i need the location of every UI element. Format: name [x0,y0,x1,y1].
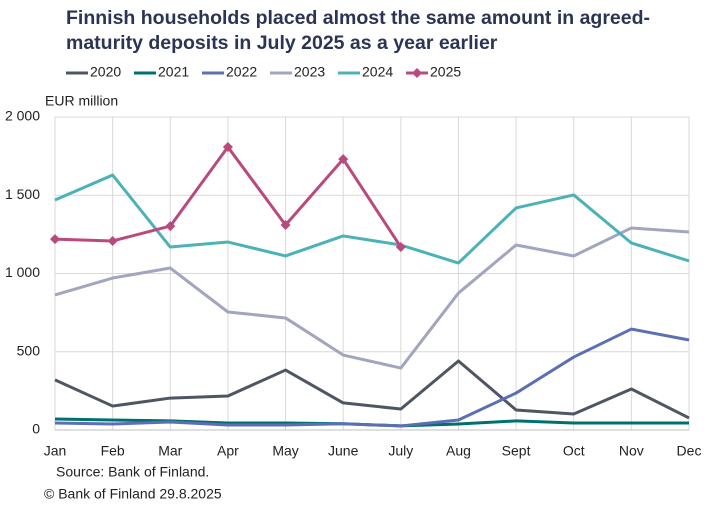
y-tick-label: 1 500 [5,186,40,202]
x-tick-label: Sept [502,443,531,459]
line-series [54,327,690,428]
legend-label: 2021 [158,64,189,80]
y-axis-label: EUR million [45,93,118,109]
legend-label: 2023 [294,64,325,80]
x-tick-label: June [328,443,359,459]
marker [395,242,406,253]
x-tick-label: Oct [563,443,585,459]
y-tick-label: 0 [32,421,40,437]
legend-label: 2022 [226,64,257,80]
x-tick-label: Aug [446,443,471,459]
source: Source: Bank of Finland. [56,464,209,480]
y-tick-label: 1 000 [5,264,40,280]
line-series [54,359,690,420]
x-tick-label: Mar [158,443,182,459]
x-tick-label: July [388,443,413,459]
copyright: © Bank of Finland 29.8.2025 [44,486,222,502]
y-tick-label: 500 [17,342,41,358]
legend-label: 2024 [362,64,393,80]
x-tick-label: May [272,443,298,459]
x-tick-label: Apr [217,443,239,459]
line-series [54,226,690,370]
marker [165,221,176,232]
marker [338,154,349,165]
line-series [54,173,690,265]
x-tick-label: Jan [44,443,67,459]
y-tick-label: 2 000 [5,108,40,124]
x-tick-label: Dec [677,443,702,459]
legend-marker [412,68,422,78]
legend-label: 2020 [90,64,121,80]
marker [280,219,291,230]
marker [107,235,118,246]
chart-title: Finnish households placed almost the sam… [66,7,651,54]
x-tick-label: Nov [619,443,644,459]
legend-label: 2025 [430,64,461,80]
marker [222,142,233,153]
marker [50,234,60,245]
x-tick-label: Feb [101,443,125,459]
